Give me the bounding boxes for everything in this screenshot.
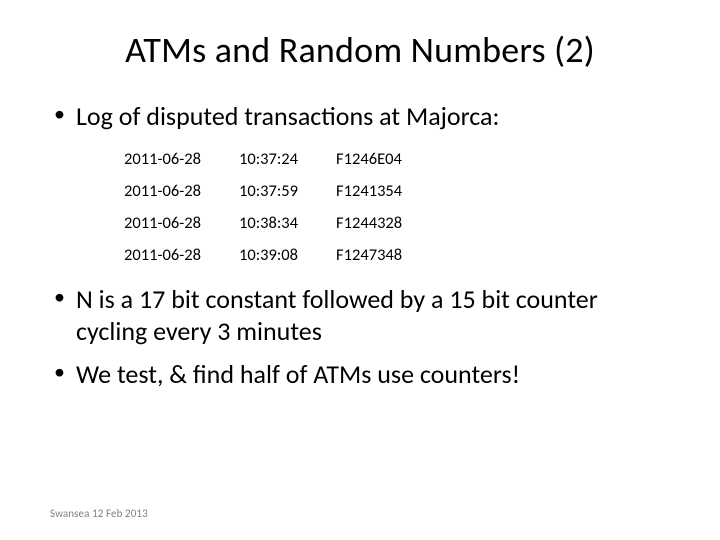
table-row: 2011-06-28 10:37:24 F1246E04 xyxy=(124,143,440,175)
log-code-cell: F1244328 xyxy=(336,207,440,239)
bullet-list: N is a 17 bit constant followed by a 15 … xyxy=(50,283,670,391)
log-table: 2011-06-28 10:37:24 F1246E04 2011-06-28 … xyxy=(124,143,440,271)
log-time-cell: 10:39:08 xyxy=(239,239,336,271)
log-date-cell: 2011-06-28 xyxy=(124,175,239,207)
log-time-cell: 10:37:59 xyxy=(239,175,336,207)
table-row: 2011-06-28 10:39:08 F1247348 xyxy=(124,239,440,271)
bullet-item: N is a 17 bit constant followed by a 15 … xyxy=(50,283,670,348)
log-date-cell: 2011-06-28 xyxy=(124,239,239,271)
log-date-cell: 2011-06-28 xyxy=(124,207,239,239)
log-code-cell: F1241354 xyxy=(336,175,440,207)
table-row: 2011-06-28 10:37:59 F1241354 xyxy=(124,175,440,207)
table-row: 2011-06-28 10:38:34 F1244328 xyxy=(124,207,440,239)
log-time-cell: 10:37:24 xyxy=(239,143,336,175)
log-code-cell: F1246E04 xyxy=(336,143,440,175)
log-code-cell: F1247348 xyxy=(336,239,440,271)
slide-title: ATMs and Random Numbers (2) xyxy=(50,28,670,72)
bullet-item: Log of disputed transactions at Majorca: xyxy=(50,100,670,133)
slide-footer: Swansea 12 Feb 2013 xyxy=(50,507,148,520)
log-date-cell: 2011-06-28 xyxy=(124,143,239,175)
slide: ATMs and Random Numbers (2) Log of dispu… xyxy=(0,0,720,540)
bullet-item: We test, & find half of ATMs use counter… xyxy=(50,358,670,391)
log-time-cell: 10:38:34 xyxy=(239,207,336,239)
bullet-list: Log of disputed transactions at Majorca: xyxy=(50,100,670,133)
